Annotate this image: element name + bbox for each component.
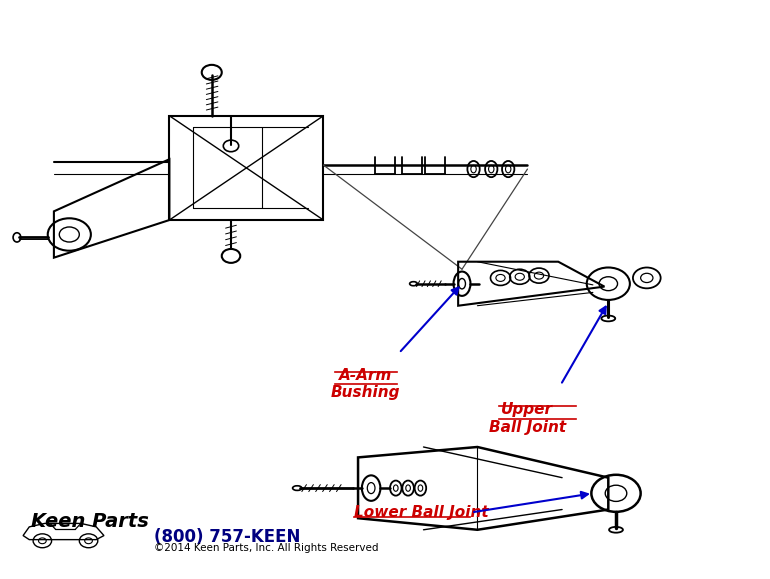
- Text: (800) 757-KEEN: (800) 757-KEEN: [154, 528, 300, 546]
- Text: Lower Ball Joint: Lower Ball Joint: [354, 505, 489, 520]
- Text: Keen Parts: Keen Parts: [31, 512, 149, 532]
- Text: Upper
Ball Joint: Upper Ball Joint: [489, 402, 566, 435]
- Text: A-Arm
Bushing: A-Arm Bushing: [331, 368, 400, 400]
- Text: ©2014 Keen Parts, Inc. All Rights Reserved: ©2014 Keen Parts, Inc. All Rights Reserv…: [154, 543, 379, 552]
